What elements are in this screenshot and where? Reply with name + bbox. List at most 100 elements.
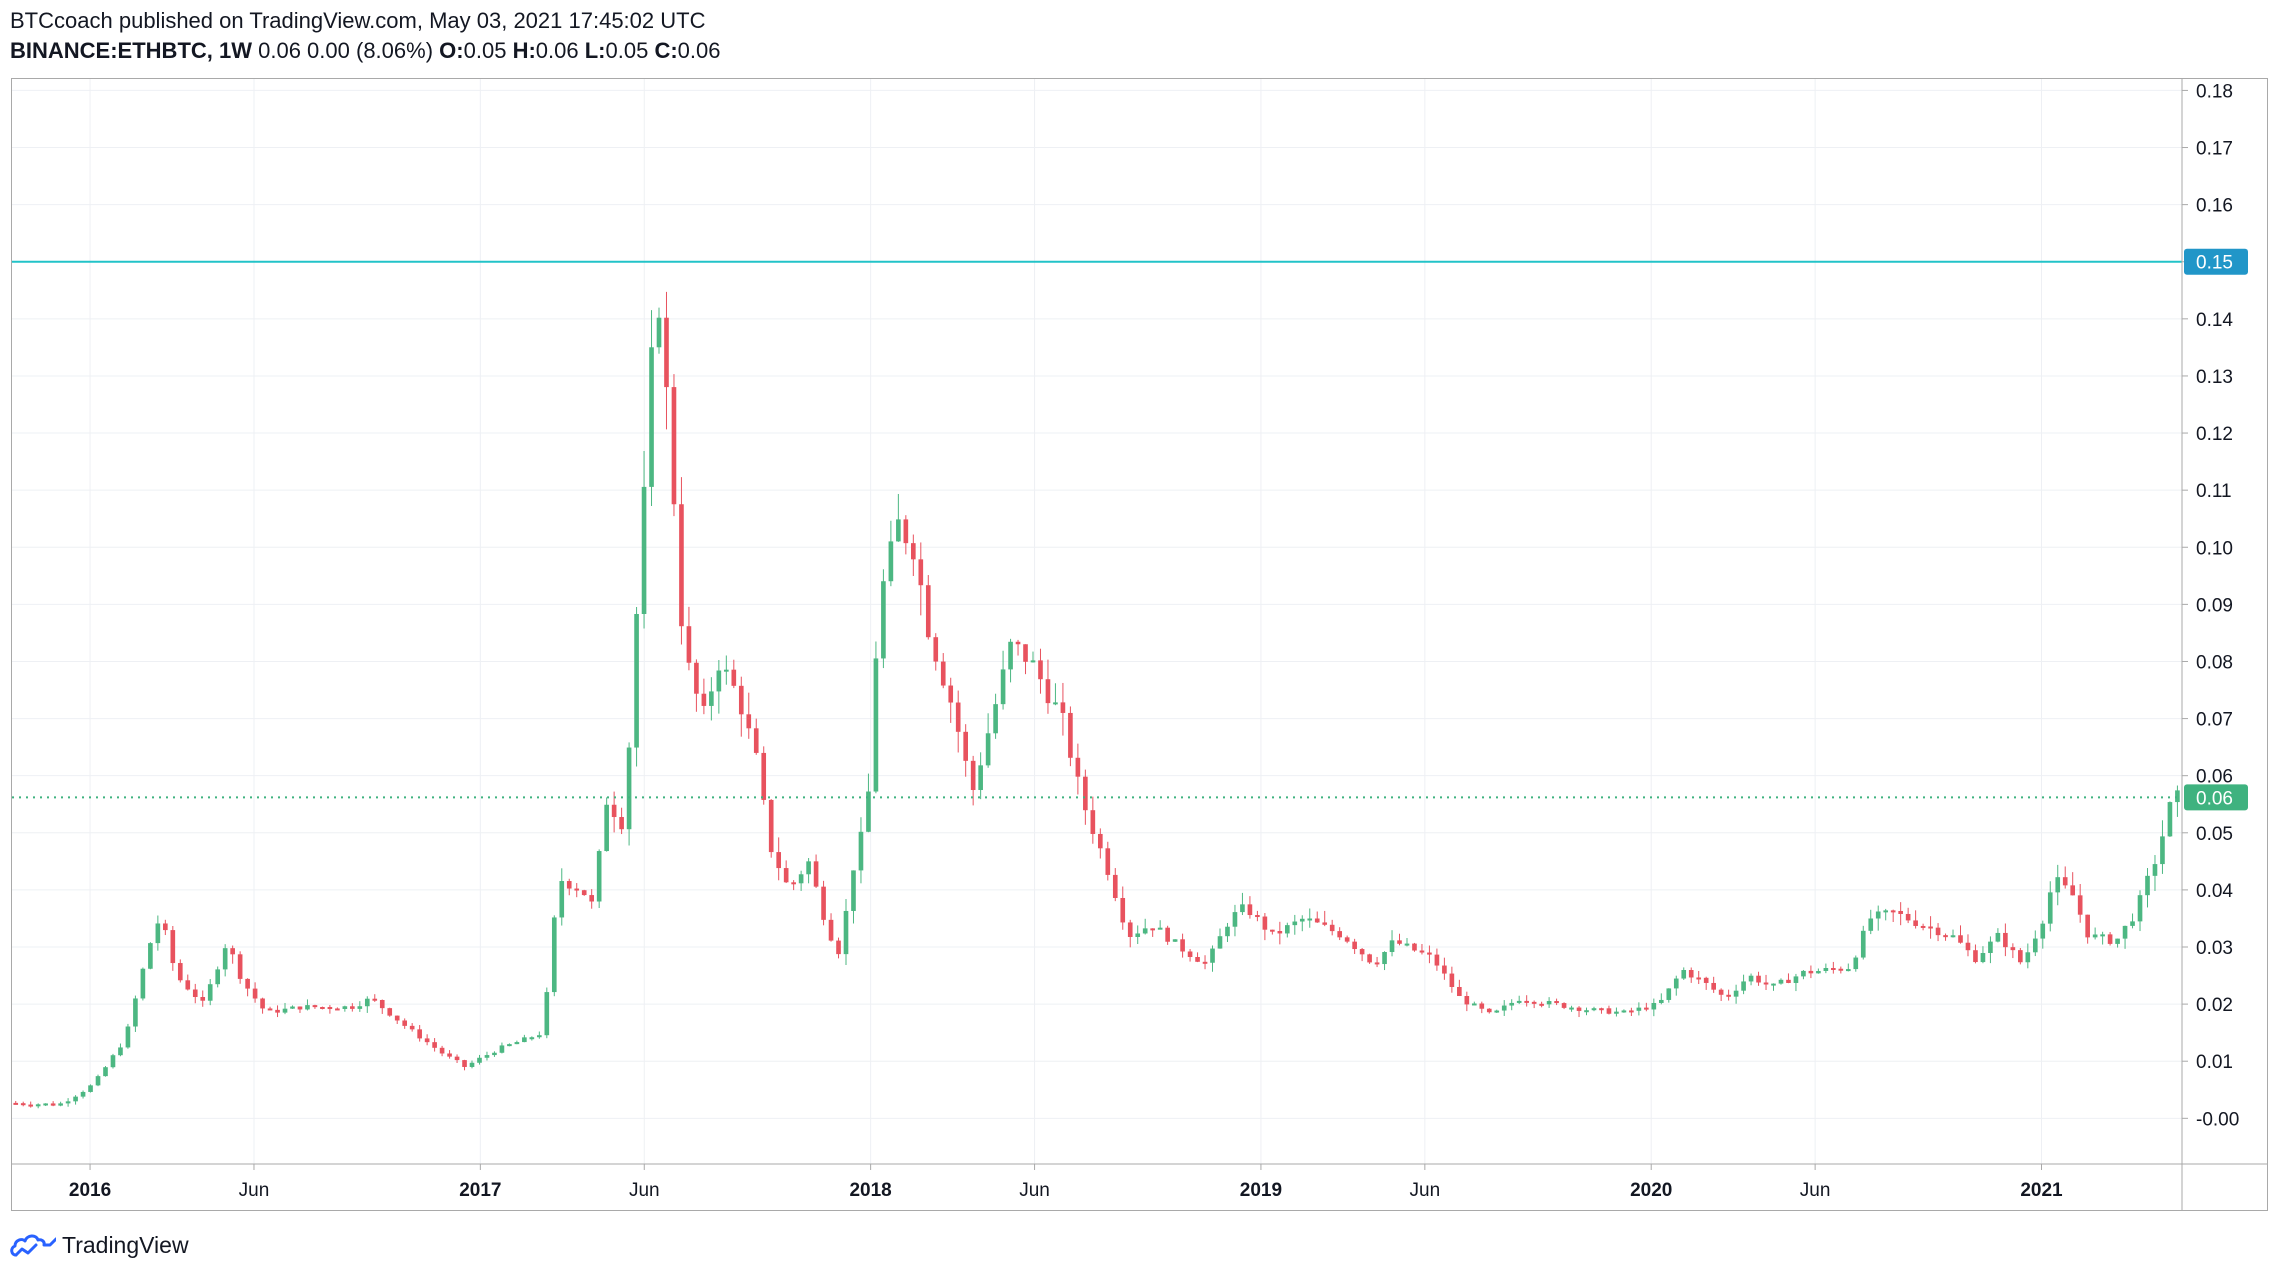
candle-down: [1038, 660, 1043, 680]
candle-up: [1860, 930, 1866, 958]
candle-down: [462, 1060, 467, 1067]
candle-up: [1172, 939, 1178, 942]
candle-down: [1419, 950, 1425, 953]
candle-up: [477, 1057, 482, 1063]
candlestick-chart[interactable]: 0.18 0.17 0.16 0.15 0.14 0.13 0.12 0.11 0.10 0.09…: [12, 79, 2267, 1210]
candle-up: [2160, 836, 2165, 865]
candle-up: [641, 486, 647, 614]
candle-down: [828, 919, 834, 941]
y-tick-label: 0.09: [2196, 595, 2233, 616]
candle-down: [327, 1007, 333, 1010]
candle-up: [2130, 921, 2135, 926]
candle-up: [551, 917, 557, 993]
candle-down: [753, 728, 759, 753]
candle-down: [192, 989, 198, 997]
candle-down: [275, 1009, 280, 1013]
candle-down: [761, 752, 767, 800]
candle-down: [237, 954, 243, 979]
candle-up: [2152, 864, 2158, 876]
x-tick-label: 2019: [1240, 1180, 1282, 1201]
candle-down: [50, 1103, 56, 1106]
publish-line: BTCcoach published on TradingView.com, M…: [10, 6, 721, 36]
candle-up: [1404, 943, 1410, 946]
candle-up: [499, 1045, 505, 1053]
candle-down: [1973, 950, 1978, 963]
candle-down: [574, 888, 580, 891]
x-tick-label: 2021: [2020, 1180, 2063, 1201]
publisher-name[interactable]: BTCcoach: [10, 8, 113, 33]
candle-down: [836, 940, 841, 955]
candle-down: [252, 988, 258, 999]
candle-down: [1808, 970, 1814, 974]
time-axis[interactable]: 2016 Jun 2017 Jun 2018 Jun 2019 Jun 2020 Jun 2021: [69, 1164, 2063, 1201]
candle-down: [1913, 920, 1918, 926]
candle-down: [1329, 924, 1335, 932]
candle-down: [1898, 910, 1903, 914]
price-axis[interactable]: 0.18 0.17 0.16 0.15 0.14 0.13 0.12 0.11 0.10 0.09…: [2182, 81, 2239, 1130]
candle-up: [1995, 932, 2001, 942]
candle-down: [1457, 986, 1462, 997]
candle-up: [364, 998, 370, 1007]
candle-up: [65, 1101, 71, 1104]
candle-up: [1389, 940, 1395, 953]
candle-down: [1277, 930, 1283, 934]
candle-up: [1771, 983, 1776, 986]
candle-up: [1778, 979, 1784, 984]
tradingview-brand: TradingView: [62, 1231, 189, 1258]
candle-down: [1576, 1007, 1582, 1011]
candle-down: [791, 882, 796, 885]
candle-up: [1142, 928, 1148, 934]
chart-frame[interactable]: 0.18 0.17 0.16 0.15 0.14 0.13 0.12 0.11 0.10 0.09…: [11, 78, 2268, 1211]
candle-up: [1823, 968, 1829, 971]
candle-down: [350, 1006, 355, 1009]
candle-down: [1023, 644, 1028, 662]
candle-up: [484, 1055, 490, 1058]
candle-down: [200, 996, 206, 1001]
candle-up: [58, 1103, 63, 1106]
y-tick-label: 0.04: [2196, 881, 2233, 902]
candle-up: [469, 1062, 475, 1067]
candle-down: [1105, 848, 1111, 875]
candle-up: [2047, 892, 2053, 924]
candle-down: [768, 799, 774, 853]
tradingview-footer[interactable]: TradingView: [10, 1228, 189, 1262]
candle-down: [2062, 877, 2068, 886]
candle-up: [1299, 918, 1305, 922]
candle-down: [1531, 1001, 1537, 1004]
last-price-badge: 0.06: [2196, 788, 2233, 809]
candle-down: [439, 1047, 445, 1054]
candle-down: [1060, 702, 1066, 713]
candle-up: [985, 733, 991, 766]
candle-up: [798, 874, 804, 884]
candle-down: [1703, 977, 1709, 983]
candle-down: [1352, 941, 1357, 950]
candle-down: [312, 1005, 318, 1008]
candle-up: [1853, 957, 1859, 970]
candle-up: [604, 804, 609, 852]
y-tick-label: 0.02: [2196, 995, 2233, 1016]
candle-down: [1068, 712, 1073, 758]
candle-up: [1868, 918, 1874, 931]
candle-up: [2092, 934, 2098, 938]
candle-up: [1008, 641, 1013, 670]
candle-up: [207, 984, 213, 1001]
ohlc-line: BINANCE:ETHBTC, 1W 0.06 0.00 (8.06%) O:0…: [10, 36, 721, 66]
candle-down: [1965, 942, 1971, 951]
candle-up: [1658, 999, 1664, 1003]
candle-down: [454, 1056, 460, 1061]
candle-down: [821, 886, 826, 920]
candle-down: [320, 1006, 325, 1009]
candle-down: [1920, 925, 1926, 928]
candle-up: [529, 1037, 535, 1040]
candle-up: [215, 969, 221, 985]
candle-down: [163, 923, 168, 931]
candle-down: [679, 504, 684, 627]
candle-up: [148, 943, 153, 969]
candle-up: [2040, 923, 2046, 939]
candle-up: [88, 1085, 93, 1092]
candle-up: [634, 613, 639, 748]
candle-down: [1599, 1008, 1604, 1011]
candle-up: [1225, 926, 1230, 937]
candle-up: [596, 851, 602, 902]
candle-up: [522, 1037, 527, 1043]
